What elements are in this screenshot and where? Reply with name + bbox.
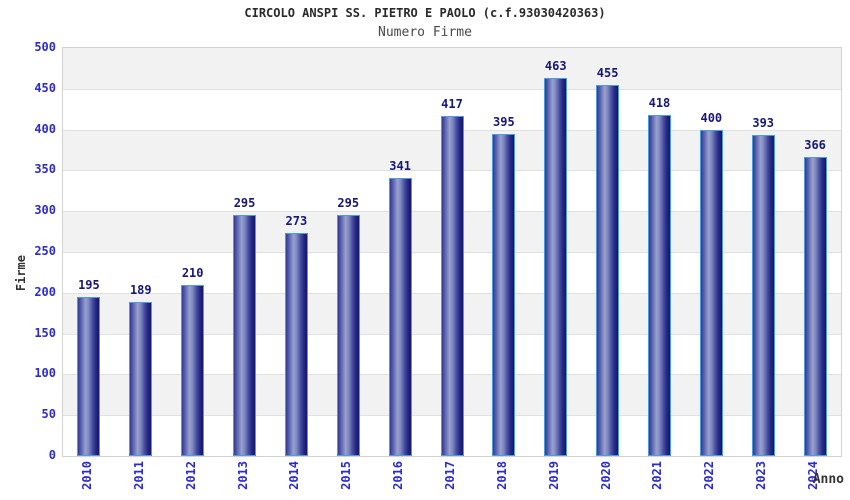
x-tick-label: 2011 [131,461,146,490]
x-tick-label: 2015 [339,461,354,490]
x-tick-label: 2020 [598,461,613,490]
bar-2013 [233,215,257,456]
y-tick-label: 150 [34,325,56,340]
bar-value-label: 400 [700,110,723,125]
y-tick-label: 200 [34,284,56,299]
bar-value-label: 455 [596,65,619,80]
y-tick-label: 450 [34,80,56,95]
bar-value-label: 417 [441,96,463,111]
bar-2018 [492,133,516,456]
x-tick-label: 2012 [183,461,198,490]
x-tick-label: 2017 [443,461,457,490]
bar-value-label: 273 [285,214,308,229]
x-tick-label: 2023 [754,461,769,490]
y-tick-label: 250 [34,244,56,258]
y-tick-label: 400 [34,121,56,136]
bar-value-label: 295 [233,196,256,211]
bar-2012 [181,284,205,456]
bar-value-label: 366 [804,138,826,153]
bar-2011 [129,301,153,456]
x-tick-label: 2022 [702,461,717,490]
bar-value-label: 341 [389,158,411,173]
bar-2021 [647,114,671,456]
bar-2020 [596,84,620,456]
bar-2017 [440,115,464,456]
plot-area: 195 189 210 295 273 295 341 417 395 463 455 418 400 3… [62,47,842,457]
y-tick-label: 50 [41,407,56,422]
bar-value-label: 210 [181,265,204,280]
x-tick-label: 2016 [391,461,406,490]
bar-value-label: 395 [493,114,515,129]
bar-value-label: 195 [78,277,100,292]
bar-2016 [388,177,412,456]
chart-title: CIRCOLO ANSPI SS. PIETRO E PAOLO (c.f.93… [244,6,606,20]
bar-2014 [284,233,308,456]
chart-subtitle: Numero Firme [378,25,472,40]
bar-value-label: 463 [544,59,567,74]
bar-2019 [544,78,568,456]
y-tick-label: 350 [34,162,56,177]
bar-value-label: 189 [129,282,152,297]
bar-value-label: 295 [337,196,360,211]
x-tick-label: 2014 [287,461,302,490]
y-tick-label: 300 [34,203,56,218]
y-tick-label: 500 [34,40,56,54]
x-tick-label: 2021 [650,461,665,490]
x-tick-label: 2010 [79,461,94,490]
bar-2024 [803,157,827,456]
y-tick-label: 0 [48,448,56,462]
x-tick-label: 2013 [235,461,250,490]
bar-2010 [77,296,101,456]
background-band [63,48,841,89]
bar-2015 [336,215,360,456]
x-tick-label: 2018 [494,461,509,490]
bar-value-label: 418 [648,95,671,110]
y-tick-label: 100 [34,366,56,381]
bar-2023 [751,135,775,456]
bar-2022 [699,129,723,456]
x-axis-label: Anno [812,472,844,487]
gridline [63,88,841,90]
bar-value-label: 393 [752,116,775,131]
x-tick-label: 2019 [546,461,561,490]
